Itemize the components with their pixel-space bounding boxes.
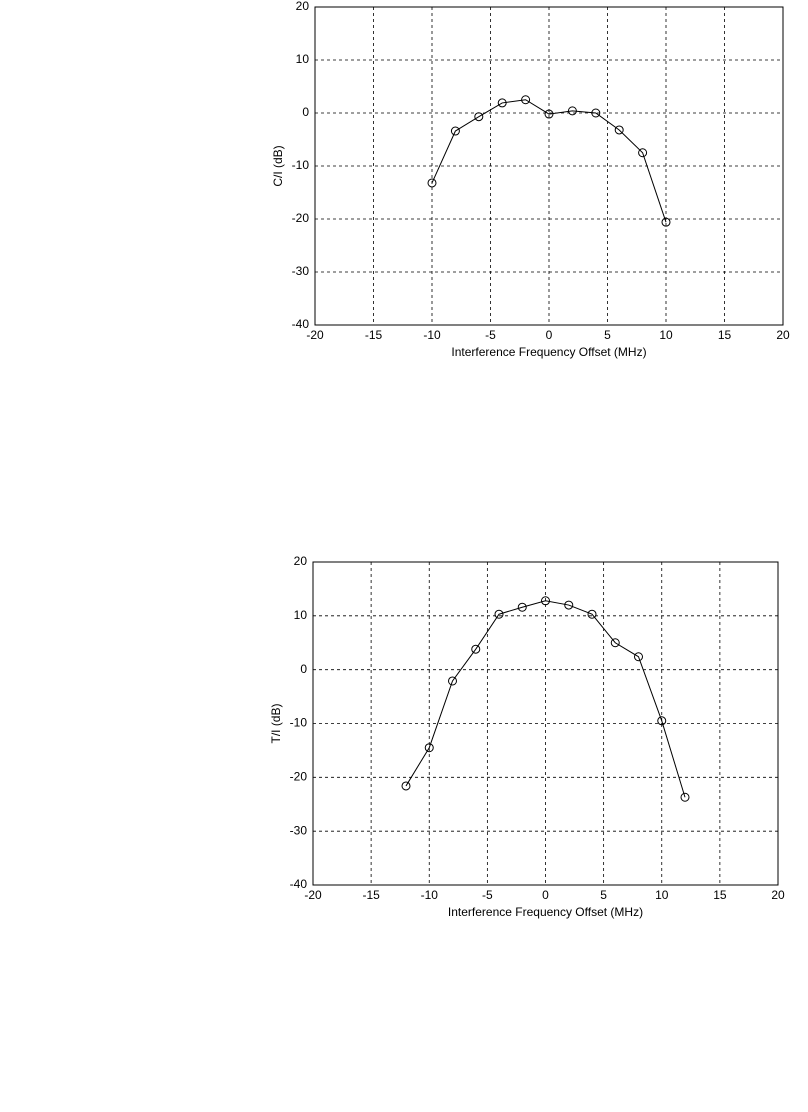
plot-frame [314, 6, 784, 326]
x-tick-label: -15 [362, 888, 380, 902]
x-tick-label: 5 [600, 888, 607, 902]
data-line [405, 600, 686, 798]
y-tick-label: 10 [296, 52, 310, 66]
data-marker [544, 109, 554, 119]
x-tick-label: -5 [485, 328, 496, 342]
y-tick-label: -20 [290, 770, 308, 784]
data-marker [521, 95, 531, 105]
y-tick-label: 0 [300, 662, 307, 676]
data-marker [401, 781, 411, 791]
y-tick-label: 20 [294, 554, 308, 568]
x-tick-label: -10 [423, 328, 441, 342]
data-marker [591, 108, 601, 118]
data-marker [450, 126, 460, 136]
y-tick-label: -40 [290, 877, 308, 891]
x-axis-label: Interference Frequency Offset (MHz) [448, 905, 643, 919]
y-tick-label: -10 [290, 716, 308, 730]
plot-frame [312, 561, 779, 886]
data-marker [448, 676, 457, 686]
data-marker [541, 596, 550, 606]
x-tick-label: 5 [604, 328, 611, 342]
data-marker [680, 792, 690, 802]
y-tick-label: -40 [292, 317, 310, 331]
data-marker [564, 600, 574, 610]
x-tick-label: 15 [718, 328, 732, 342]
data-marker [634, 652, 643, 662]
y-tick-label: -10 [292, 158, 310, 172]
y-tick-label: -20 [292, 211, 310, 225]
y-tick-label: 0 [302, 105, 309, 119]
x-tick-label: -20 [306, 328, 324, 342]
data-marker [471, 644, 481, 654]
x-tick-label: 10 [655, 888, 669, 902]
y-tick-label: 20 [296, 0, 310, 13]
data-marker [610, 638, 620, 648]
data-marker [587, 609, 597, 619]
data-marker [567, 106, 577, 116]
x-axis-label: Interference Frequency Offset (MHz) [451, 345, 646, 359]
data-line [431, 99, 667, 223]
y-tick-label: 10 [294, 608, 308, 622]
y-tick-label: -30 [292, 264, 310, 278]
data-marker [657, 716, 667, 726]
data-marker [424, 743, 434, 753]
x-tick-label: -20 [304, 888, 322, 902]
data-marker [517, 602, 527, 612]
x-tick-label: 20 [771, 888, 785, 902]
data-marker [494, 609, 504, 619]
y-axis-label: C/I (dB) [271, 145, 285, 186]
x-tick-label: 15 [713, 888, 727, 902]
x-tick-label: 20 [776, 328, 790, 342]
y-axis-label: T/I (dB) [269, 703, 283, 743]
data-marker [614, 125, 624, 135]
y-tick-label: -30 [290, 823, 308, 837]
x-tick-label: 10 [659, 328, 673, 342]
data-marker [638, 148, 648, 158]
x-tick-label: -10 [421, 888, 439, 902]
data-marker [474, 112, 484, 122]
data-marker [427, 178, 437, 188]
x-tick-label: 0 [546, 328, 553, 342]
x-tick-label: -5 [482, 888, 493, 902]
data-marker [661, 217, 671, 227]
x-tick-label: 0 [542, 888, 549, 902]
x-tick-label: -15 [365, 328, 383, 342]
data-marker [497, 98, 507, 108]
